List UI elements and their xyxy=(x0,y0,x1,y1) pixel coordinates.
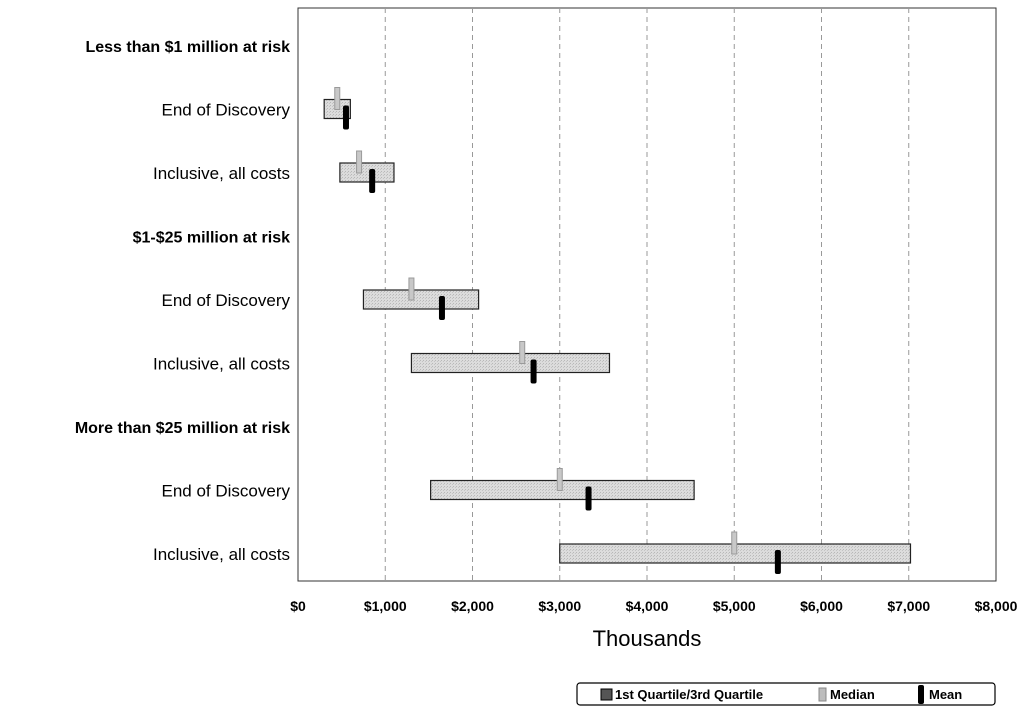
legend-mean-label: Mean xyxy=(929,687,962,702)
category-label: End of Discovery xyxy=(162,482,291,501)
x-tick-label: $4,000 xyxy=(626,598,669,614)
median-marker xyxy=(334,87,341,110)
mean-marker xyxy=(438,296,445,320)
category-label: Inclusive, all costs xyxy=(153,545,290,564)
group-label: More than $25 million at risk xyxy=(75,420,290,437)
x-axis-title: Thousands xyxy=(593,626,702,651)
mean-marker xyxy=(585,486,592,511)
group-label: $1-$25 million at risk xyxy=(133,230,291,247)
median-marker xyxy=(519,341,526,364)
group-label: Less than $1 million at risk xyxy=(85,39,290,56)
median-marker xyxy=(731,531,738,555)
legend-quartile-swatch xyxy=(600,688,613,701)
x-tick-label: $6,000 xyxy=(800,598,843,614)
quartile-box xyxy=(339,162,395,183)
mean-marker xyxy=(774,550,781,574)
category-label: Inclusive, all costs xyxy=(153,164,290,183)
quartile-box xyxy=(410,352,611,374)
x-tick-label: $1,000 xyxy=(364,598,407,614)
x-tick-label: $0 xyxy=(290,598,306,614)
category-label: End of Discovery xyxy=(162,101,291,120)
legend: 1st Quartile/3rd Quartile Median Mean xyxy=(576,682,996,706)
quartile-box xyxy=(362,289,480,310)
median-marker xyxy=(408,277,415,301)
legend-quartile-label: 1st Quartile/3rd Quartile xyxy=(615,687,763,702)
legend-box xyxy=(576,682,996,706)
x-tick-label: $8,000 xyxy=(975,598,1018,614)
category-label: Inclusive, all costs xyxy=(153,355,290,374)
x-tick-label: $2,000 xyxy=(451,598,494,614)
mean-marker xyxy=(342,105,349,130)
x-tick-label: $7,000 xyxy=(887,598,930,614)
legend-median-swatch xyxy=(818,687,827,702)
median-marker xyxy=(356,150,363,174)
category-label: End of Discovery xyxy=(162,291,291,310)
legend-median-label: Median xyxy=(830,687,875,702)
median-marker xyxy=(556,468,563,491)
mean-marker xyxy=(530,359,537,384)
mean-marker xyxy=(369,169,376,193)
legend-mean-swatch xyxy=(918,685,924,704)
x-tick-label: $5,000 xyxy=(713,598,756,614)
x-tick-label: $3,000 xyxy=(538,598,581,614)
